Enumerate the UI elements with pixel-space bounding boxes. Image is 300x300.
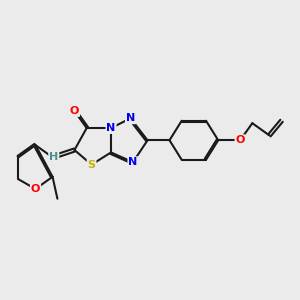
Text: O: O	[236, 135, 245, 145]
Text: O: O	[70, 106, 79, 116]
Text: N: N	[106, 123, 116, 133]
Text: S: S	[88, 160, 95, 170]
Text: N: N	[126, 113, 135, 123]
Text: H: H	[49, 152, 58, 162]
Text: O: O	[31, 184, 40, 194]
Text: N: N	[128, 157, 138, 167]
